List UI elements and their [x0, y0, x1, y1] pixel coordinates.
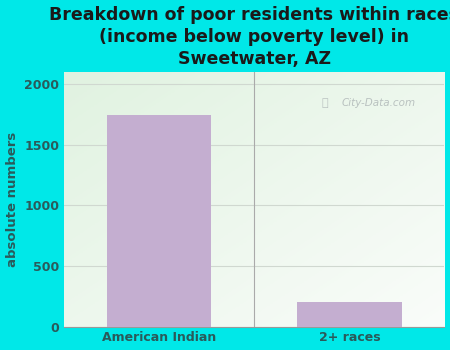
Text: ⓘ: ⓘ	[321, 98, 328, 108]
Text: City-Data.com: City-Data.com	[342, 98, 416, 108]
Bar	[297, 302, 402, 327]
Y-axis label: absolute numbers: absolute numbers	[5, 132, 18, 267]
Title: Breakdown of poor residents within races
(income below poverty level) in
Sweetwa: Breakdown of poor residents within races…	[49, 6, 450, 68]
Bar	[107, 115, 212, 327]
